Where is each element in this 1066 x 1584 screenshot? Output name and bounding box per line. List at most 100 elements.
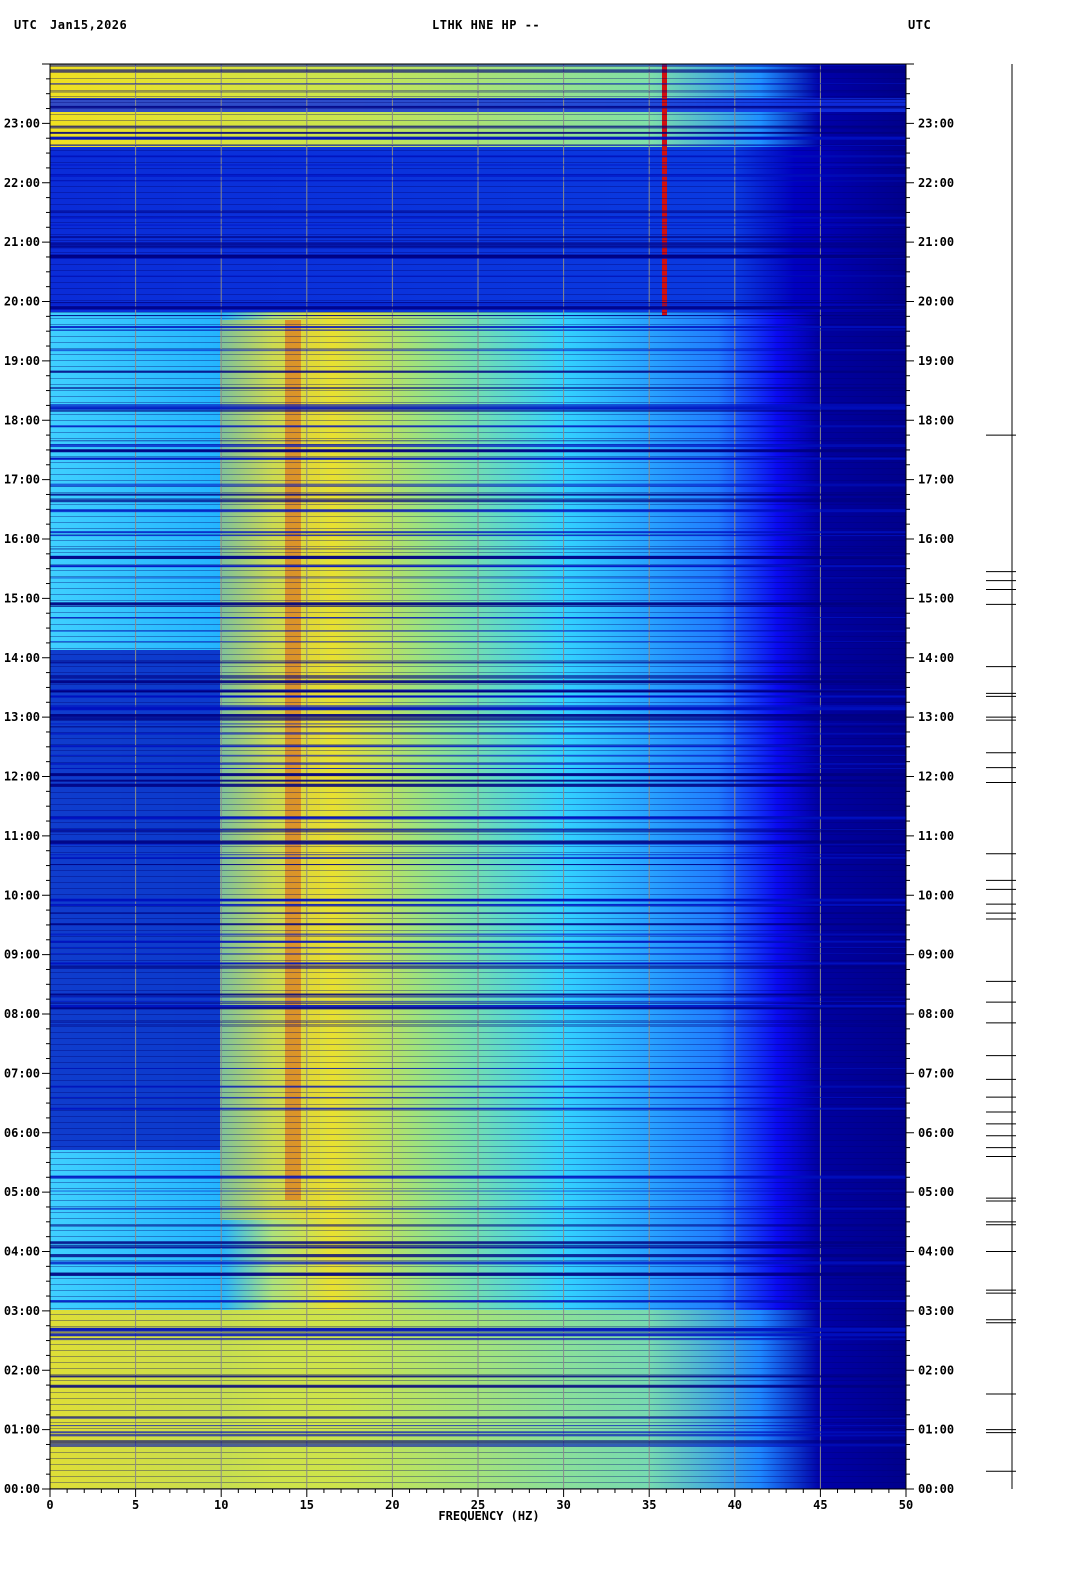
y-tick-label-right-20: 20:00 [918, 295, 954, 309]
noise-stripe [50, 1327, 906, 1331]
noise-stripe [50, 254, 906, 258]
noise-stripe [50, 306, 906, 310]
noise-stripe [50, 245, 906, 249]
event-panel [986, 64, 1016, 1489]
noise-stripe [50, 1207, 906, 1210]
noise-stripe [50, 509, 906, 513]
noise-stripe [50, 1096, 906, 1098]
x-tick-label-5: 5 [132, 1498, 139, 1512]
noise-stripe [50, 535, 906, 537]
noise-stripe [50, 946, 906, 948]
noise-stripe [50, 548, 906, 550]
noise-stripe [50, 83, 906, 85]
noise-stripe [50, 1434, 906, 1437]
noise-stripe [50, 1024, 906, 1026]
noise-stripe [50, 91, 906, 93]
noise-stripe [50, 105, 906, 108]
noise-stripe [50, 1300, 906, 1303]
noise-stripe [50, 457, 906, 460]
noise-stripe [50, 829, 906, 833]
y-tick-label-right-23: 23:00 [918, 116, 954, 130]
noise-stripe [50, 843, 906, 845]
noise-stripe [50, 1431, 906, 1434]
noise-stripe [50, 754, 906, 756]
y-tick-label-right-8: 08:00 [918, 1007, 954, 1021]
noise-stripe [50, 275, 906, 277]
x-axis-label: FREQUENCY (HZ) [438, 1509, 539, 1523]
left-timezone-label: UTC [14, 18, 38, 32]
noise-stripe [50, 98, 906, 100]
noise-stripe [50, 1224, 906, 1227]
y-tick-label-right-0: 00:00 [918, 1482, 954, 1496]
noise-stripe [50, 762, 906, 765]
noise-stripe [50, 705, 906, 709]
noise-stripe [50, 691, 906, 693]
noise-stripe [50, 125, 906, 129]
station-title: LTHK HNE HP -- [432, 18, 541, 32]
y-tick-label-left-9: 09:00 [4, 948, 40, 962]
date-label: Jan15,2026 [50, 18, 128, 32]
x-tick-label-0: 0 [46, 1498, 53, 1512]
noise-stripe [50, 965, 906, 967]
noise-stripe [50, 326, 906, 329]
noise-stripe [50, 257, 906, 259]
noise-stripe [50, 602, 906, 606]
noise-stripe [50, 1440, 906, 1444]
y-tick-label-right-9: 09:00 [918, 948, 954, 962]
noise-stripe [50, 425, 906, 428]
noise-stripe [50, 726, 906, 728]
noise-stripe [50, 440, 906, 442]
x-tick-label-25: 25 [471, 1498, 485, 1512]
noise-stripe [50, 714, 906, 717]
y-tick-label-right-5: 05:00 [918, 1185, 954, 1199]
noise-stripe [50, 640, 906, 642]
noise-stripe [50, 556, 906, 560]
noise-stripe [50, 409, 906, 412]
noise-stripe [50, 254, 906, 256]
noise-stripe [50, 745, 906, 748]
noise-stripe [50, 828, 906, 830]
y-tick-label-right-16: 16:00 [918, 532, 954, 546]
noise-stripe [50, 996, 906, 998]
noise-stripe [50, 816, 906, 820]
y-tick-label-left-10: 10:00 [4, 888, 40, 902]
y-tick-label-right-7: 07:00 [918, 1066, 954, 1080]
noise-stripe [50, 531, 906, 534]
y-axis-right: 00:00 01:00 02:00 03:00 04:00 05:00 06:00 07:00… [906, 63, 954, 1496]
horizontal-stripes [50, 64, 906, 1447]
noise-stripe [50, 680, 906, 684]
y-tick-label-left-14: 14:00 [4, 651, 40, 665]
noise-stripe [50, 864, 906, 866]
y-axis-left: 00:00 01:00 02:00 03:00 04:00 05:00 06:00 07:00… [4, 63, 50, 1496]
y-tick-label-left-16: 16:00 [4, 532, 40, 546]
noise-stripe [50, 406, 906, 410]
x-tick-label-35: 35 [642, 1498, 656, 1512]
y-tick-label-right-11: 11:00 [918, 829, 954, 843]
noise-stripe [50, 1241, 906, 1245]
noise-stripe [50, 1417, 906, 1419]
noise-stripe [50, 144, 906, 146]
y-tick-label-left-23: 23:00 [4, 116, 40, 130]
noise-stripe [50, 903, 906, 906]
y-tick-label-left-12: 12:00 [4, 770, 40, 784]
y-tick-label-right-2: 02:00 [918, 1363, 954, 1377]
noise-stripe [50, 164, 906, 166]
noise-stripe [50, 966, 906, 969]
y-tick-label-left-1: 01:00 [4, 1423, 40, 1437]
y-tick-label-right-4: 04:00 [918, 1245, 954, 1259]
noise-stripe [50, 1175, 906, 1179]
y-tick-label-right-19: 19:00 [918, 354, 954, 368]
noise-stripe [50, 1384, 906, 1388]
noise-stripe [50, 1443, 906, 1447]
y-tick-label-right-15: 15:00 [918, 591, 954, 605]
noise-stripe [50, 1254, 906, 1258]
noise-stripe [50, 923, 906, 926]
noise-stripe [50, 1007, 906, 1010]
noise-stripe [50, 840, 906, 844]
noise-stripe [50, 1021, 906, 1023]
y-tick-label-left-3: 03:00 [4, 1304, 40, 1318]
noise-stripe [50, 349, 906, 352]
noise-stripe [50, 1333, 906, 1337]
y-tick-label-left-5: 05:00 [4, 1185, 40, 1199]
